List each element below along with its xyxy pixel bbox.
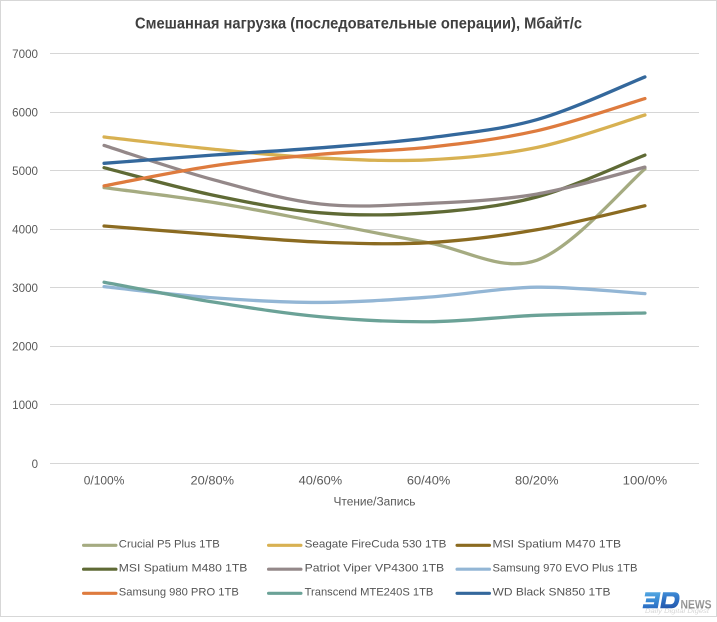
svg-text:NEWS: NEWS: [681, 598, 712, 611]
svg-text:Чтение/Запись: Чтение/Запись: [334, 497, 416, 509]
svg-text:WD Black SN850 1TB: WD Black SN850 1TB: [493, 587, 611, 599]
svg-text:Crucial P5 Plus 1TB: Crucial P5 Plus 1TB: [119, 539, 220, 551]
svg-text:Patriot Viper VP4300 1TB: Patriot Viper VP4300 1TB: [305, 563, 445, 575]
svg-text:MSI Spatium M480 1TB: MSI Spatium M480 1TB: [119, 563, 248, 575]
svg-text:4000: 4000: [12, 225, 38, 237]
svg-text:0: 0: [32, 459, 38, 471]
svg-text:Transcend MTE240S 1TB: Transcend MTE240S 1TB: [305, 587, 434, 599]
svg-text:Daily Digital Digest: Daily Digital Digest: [645, 609, 709, 615]
svg-text:7000: 7000: [12, 49, 38, 61]
svg-text:20/80%: 20/80%: [191, 476, 235, 488]
svg-text:1000: 1000: [12, 400, 38, 412]
svg-text:60/40%: 60/40%: [407, 476, 451, 488]
svg-text:40/60%: 40/60%: [299, 476, 343, 488]
svg-text:MSI Spatium M470 1TB: MSI Spatium M470 1TB: [493, 539, 622, 551]
svg-text:Seagate FireCuda 530 1TB: Seagate FireCuda 530 1TB: [305, 539, 447, 551]
svg-text:Samsung 970 EVO Plus 1TB: Samsung 970 EVO Plus 1TB: [493, 563, 638, 575]
svg-text:0/100%: 0/100%: [84, 476, 125, 488]
svg-text:6000: 6000: [12, 107, 38, 119]
svg-text:Смешанная нагрузка (последоват: Смешанная нагрузка (последовательные опе…: [135, 16, 582, 33]
svg-text:2000: 2000: [12, 342, 38, 354]
svg-text:100/0%: 100/0%: [623, 476, 668, 488]
svg-text:80/20%: 80/20%: [515, 476, 559, 488]
svg-text:3000: 3000: [12, 283, 38, 295]
svg-text:Samsung 980 PRO 1TB: Samsung 980 PRO 1TB: [119, 587, 239, 599]
svg-text:5000: 5000: [12, 166, 38, 178]
